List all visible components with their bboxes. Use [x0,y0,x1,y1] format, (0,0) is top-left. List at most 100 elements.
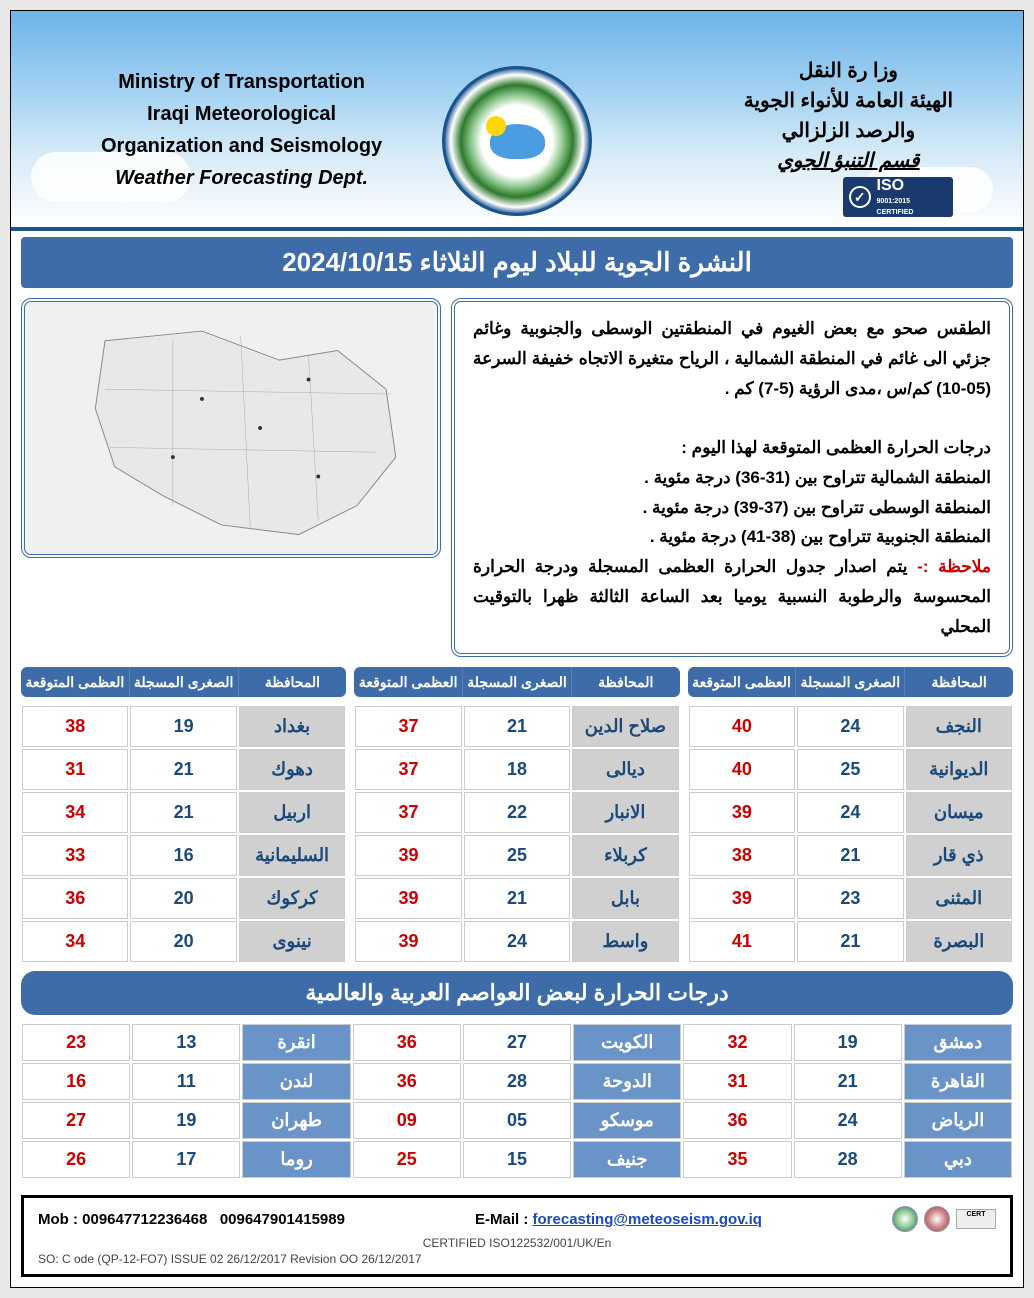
cell-max-temp: 34 [22,921,128,962]
table-row: دهوك2131 [21,748,346,791]
cell-city: جنيف [573,1141,681,1178]
cell-max-temp: 39 [689,878,795,919]
forecast-temps-title: درجات الحرارة العظمى المتوقعة لهذا اليوم… [473,433,991,463]
capitals-title-bar: درجات الحرارة لبعض العواصم العربية والعا… [21,971,1013,1015]
eng-line: Iraqi Meteorological [101,98,382,130]
cell-min-temp: 20 [130,921,236,962]
iso-text: ISO [877,177,905,194]
cell-max-temp: 36 [353,1063,461,1100]
cell-max-temp: 37 [355,749,461,790]
logo-cloud-icon [490,124,545,159]
cell-max-temp: 27 [22,1102,130,1139]
cell-governorate: النجف [906,706,1012,747]
table-row: الديوانية2540 [688,748,1013,791]
cell-min-temp: 21 [797,921,903,962]
cell-min-temp: 23 [797,878,903,919]
footer-mob: Mob : 009647712236468 009647901415989 [38,1211,345,1228]
cell-max-temp: 41 [689,921,795,962]
cell-max-temp: 37 [355,706,461,747]
cell-min-temp: 16 [130,835,236,876]
forecast-p1: الطقس صحو مع بعض الغيوم في المنطقتين الو… [473,314,991,403]
table-header-row: المحافظةالصغرى المسجلةالعظمى المتوقعة [354,667,679,697]
iso-badge: ✓ ISO 9001:2015 CERTIFIED [843,177,953,217]
email-label: E-Mail : [475,1211,528,1228]
table-row: بابل2139 [354,877,679,920]
cell-city: الدوحة [573,1063,681,1100]
cell-min-temp: 20 [130,878,236,919]
table-row: واسط2439 [354,920,679,963]
ar-line: الهيئة العامة للأنواء الجوية [744,86,953,116]
cell-governorate: صلاح الدين [572,706,678,747]
forecast-note: ملاحظة :- يتم اصدار جدول الحرارة العظمى … [473,552,991,641]
cell-governorate: نينوى [239,921,345,962]
table-row: ميسان2439 [688,791,1013,834]
footer-cert: CERTIFIED ISO122532/001/UK/En [38,1236,996,1250]
email-link[interactable]: forecasting@meteoseism.gov.iq [533,1211,762,1228]
ar-dept: قسم التنبؤ الجوي [744,146,953,176]
table-row: السليمانية1633 [21,834,346,877]
cell-min-temp: 18 [464,749,570,790]
cell-max-temp: 09 [353,1102,461,1139]
cell-min-temp: 21 [464,878,570,919]
cell-min-temp: 28 [794,1141,902,1178]
cell-city: الكويت [573,1024,681,1061]
arabic-title-block: وزا رة النقل الهيئة العامة للأنواء الجوي… [744,56,953,176]
capitals-row: القاهرة2131الدوحة2836لندن1116 [21,1062,1013,1101]
weather-bulletin-page: Ministry of Transportation Iraqi Meteoro… [10,10,1024,1288]
forecast-north: المنطقة الشمالية تتراوح بين (31-36) درجة… [473,463,991,493]
ar-line: والرصد الزلزالي [744,116,953,146]
cell-governorate: واسط [572,921,678,962]
logo-sun-icon [486,116,506,136]
cell-min-temp: 24 [797,792,903,833]
table-row: البصرة2141 [688,920,1013,963]
cell-max-temp: 36 [22,878,128,919]
header-max: العظمى المتوقعة [688,667,796,697]
cell-min-temp: 27 [463,1024,571,1061]
header-banner: Ministry of Transportation Iraqi Meteoro… [11,11,1023,231]
header-min: الصغرى المسجلة [129,667,238,697]
cell-governorate: الانبار [572,792,678,833]
cell-max-temp: 38 [22,706,128,747]
table-header-row: المحافظةالصغرى المسجلةالعظمى المتوقعة [688,667,1013,697]
temp-subtable: المحافظةالصغرى المسجلةالعظمى المتوقعة الن… [688,667,1013,963]
cell-city: موسكو [573,1102,681,1139]
cell-max-temp: 39 [689,792,795,833]
cell-max-temp: 35 [683,1141,791,1178]
header-min: الصغرى المسجلة [795,667,904,697]
table-row: نينوى2034 [21,920,346,963]
mini-logo-icon [892,1206,918,1232]
cell-max-temp: 39 [355,921,461,962]
tables-section: المحافظةالصغرى المسجلةالعظمى المتوقعة بغد… [11,667,1023,1189]
mob-1: 009647712236468 [82,1211,207,1228]
cell-min-temp: 19 [794,1024,902,1061]
capitals-table: دمشق1932الكويت2736انقرة1323القاهرة2131ال… [21,1023,1013,1179]
cell-city: لندن [242,1063,350,1100]
cell-governorate: اربيل [239,792,345,833]
cell-max-temp: 16 [22,1063,130,1100]
cell-min-temp: 05 [463,1102,571,1139]
table-row: صلاح الدين2137 [354,705,679,748]
forecast-center: المنطقة الوسطى تتراوح بين (37-39) درجة م… [473,493,991,523]
cell-min-temp: 21 [130,749,236,790]
cell-max-temp: 26 [22,1141,130,1178]
cell-governorate: كربلاء [572,835,678,876]
cell-governorate: البصرة [906,921,1012,962]
capitals-row: دمشق1932الكويت2736انقرة1323 [21,1023,1013,1062]
cell-governorate: ميسان [906,792,1012,833]
table-row: كربلاء2539 [354,834,679,877]
cell-min-temp: 21 [797,835,903,876]
cell-city: انقرة [242,1024,350,1061]
eng-line: Ministry of Transportation [101,66,382,98]
temp-subtable: المحافظةالصغرى المسجلةالعظمى المتوقعةبغد… [21,667,346,963]
note-text: يتم اصدار جدول الحرارة العظمى المسجلة ود… [473,557,991,636]
cell-max-temp: 36 [683,1102,791,1139]
table-row: كركوك2036 [21,877,346,920]
iso-subtext: 9001:2015 CERTIFIED [877,198,914,216]
cell-governorate: المثنى [906,878,1012,919]
cell-governorate: بغداد [239,706,345,747]
ar-line: وزا رة النقل [744,56,953,86]
temp-subtable: المحافظةالصغرى المسجلةالعظمى المتوقعة صلا… [354,667,679,963]
mini-badge: CERT [956,1209,996,1229]
table-row: ذي قار2138 [688,834,1013,877]
cell-max-temp: 39 [355,878,461,919]
